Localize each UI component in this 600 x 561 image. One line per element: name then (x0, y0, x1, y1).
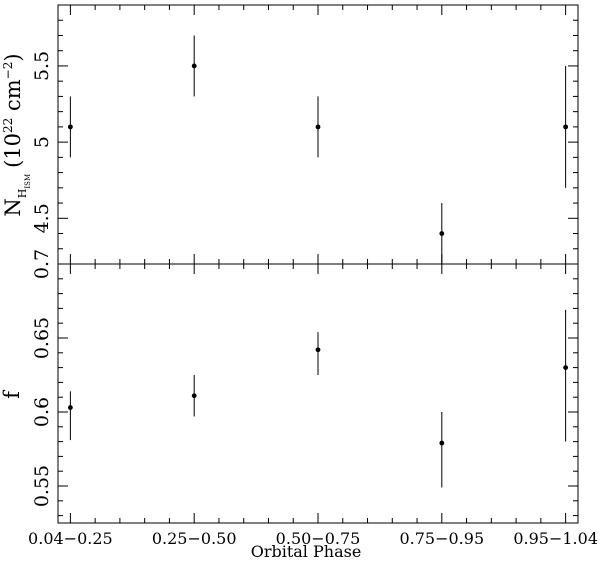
x-tick-label: 0.25−0.50 (152, 529, 237, 548)
f-data-point (439, 440, 445, 446)
nh-data-point (315, 124, 321, 130)
nh-label-open: (10 (1, 133, 25, 168)
nh-label-unit: cm (1, 79, 25, 117)
f-y-tick-label: 0.7 (31, 249, 53, 279)
f-plot-frame (57, 263, 579, 524)
x-axis-label: Orbital Phase (251, 542, 362, 561)
nh-data-point (439, 231, 445, 236)
nh-label-exp: 22 (1, 118, 15, 133)
nh-y-axis-label: NHISM (1022 cm−2) (1, 53, 32, 216)
f-data-point (563, 365, 569, 370)
x-tick-label: 0.75−0.95 (399, 529, 484, 548)
nh-data-point (67, 124, 73, 130)
nh-label-close: ) (1, 53, 25, 61)
x-tick-label: 0.95−1.04 (513, 529, 598, 548)
nh-label-sub: H (16, 189, 29, 199)
nh-y-tick-label: 5.5 (31, 51, 53, 81)
f-data-point (315, 347, 321, 353)
nh-label-main: N (1, 198, 25, 216)
nh-y-tick-label: 4.5 (31, 203, 53, 233)
nh-data-point (191, 63, 197, 69)
f-y-tick-label: 0.55 (31, 465, 53, 507)
f-data-point (67, 405, 73, 410)
f-data-point (191, 393, 197, 399)
x-axis: 0.04−0.25 0.25−0.50 0.50−0.75 0.75−0.95 0.95… (28, 529, 598, 548)
nh-data-point (563, 124, 569, 130)
nh-y-tick-label: 5 (31, 136, 53, 148)
f-y-axis-label: f (0, 389, 24, 399)
f-y-tick-label: 0.6 (31, 397, 53, 427)
nh-panel: 4.5 5 5.5 (31, 4, 579, 265)
x-tick-label: 0.50−0.75 (276, 529, 361, 548)
f-y-tick-label: 0.65 (31, 317, 53, 359)
x-tick-label: 0.04−0.25 (28, 529, 113, 548)
f-panel: 0.55 0.6 0.65 0.7 (31, 249, 579, 524)
nh-label-unit-exp: −2 (1, 62, 15, 80)
nh-label-subsub: ISM (24, 174, 32, 189)
